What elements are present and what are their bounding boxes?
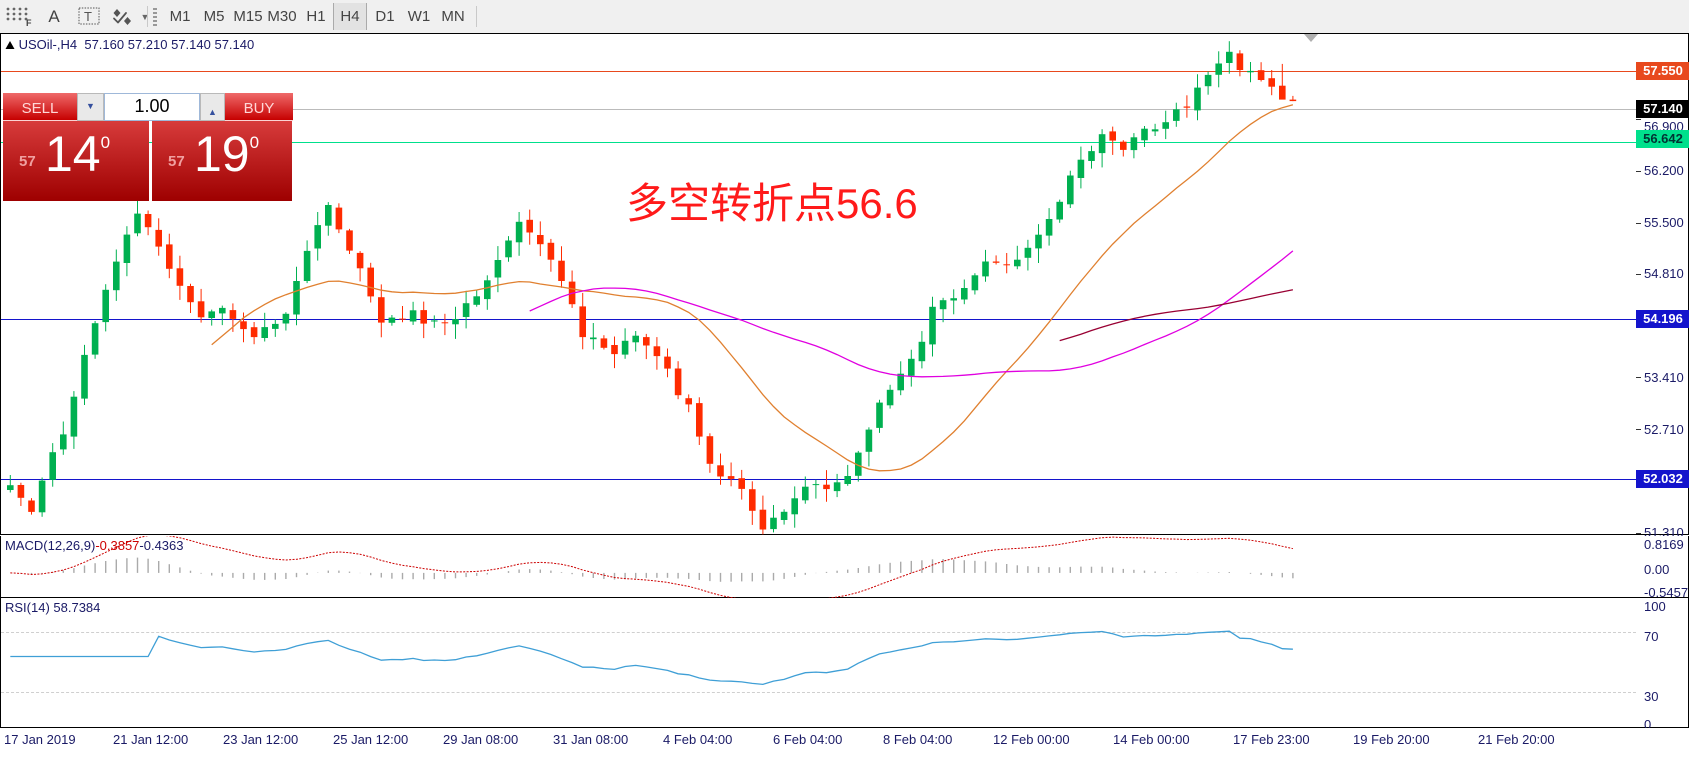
svg-text:F: F xyxy=(26,18,32,27)
svg-text:T: T xyxy=(84,9,92,24)
